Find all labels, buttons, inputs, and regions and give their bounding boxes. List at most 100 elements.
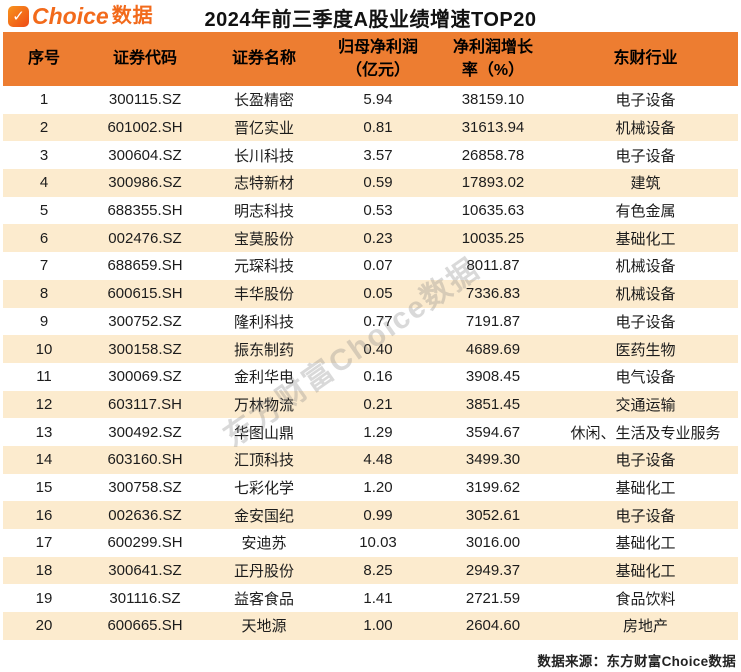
industry-cell: 交通运输: [615, 396, 676, 414]
name-cell: 金利华电: [233, 369, 294, 387]
header-cell-code: 证券代码: [85, 32, 205, 86]
industry-cell: 休闲、生活及专业服务: [570, 424, 721, 442]
name-cell: 七彩化学: [233, 479, 294, 497]
table-header: 序号 证券代码 证券名称 归母净利润 （亿元） 净利润增长 率（%） 东财行业: [3, 32, 738, 86]
table-row: 5 688355.SH 明志科技 0.53 10635.63 有色金属: [3, 196, 738, 225]
profit-cell: 1.41: [363, 589, 393, 607]
industry-cell: 电子设备: [615, 452, 676, 470]
code-cell: 002636.SZ: [108, 506, 182, 524]
table-row: 12 603117.SH 万林物流 0.21 3851.45 交通运输: [3, 390, 738, 419]
header-cell-name: 证券名称: [205, 32, 323, 86]
table-row: 7 688659.SH 元琛科技 0.07 8011.87 机械设备: [3, 252, 738, 280]
profit-cell: 0.53: [363, 202, 393, 220]
industry-cell: 医药生物: [615, 341, 676, 359]
name-cell: 金安国纪: [233, 507, 294, 525]
name-cell: 益客食品: [233, 590, 294, 608]
code-cell: 601002.SH: [107, 119, 183, 137]
industry-cell: 基础化工: [615, 230, 676, 248]
check-icon: ✓: [8, 5, 29, 27]
rank-cell: 19: [35, 589, 53, 607]
page-title: 2024年前三季度A股业绩增速TOP20: [204, 9, 537, 31]
growth-cell: 2949.37: [465, 562, 521, 580]
rank-cell: 12: [35, 395, 53, 413]
table-body: 1 300115.SZ 长盈精密 5.94 38159.10 电子设备 2 60…: [3, 86, 738, 640]
table-row: 11 300069.SZ 金利华电 0.16 3908.45 电气设备: [3, 362, 738, 391]
name-cell: 晋亿实业: [233, 120, 294, 138]
code-cell: 600299.SH: [107, 534, 183, 552]
code-cell: 300158.SZ: [108, 340, 182, 358]
code-cell: 300752.SZ: [108, 312, 182, 330]
table-row: 3 300604.SZ 长川科技 3.57 26858.78 电子设备: [3, 141, 738, 170]
profit-cell: 0.59: [363, 174, 393, 192]
growth-cell: 17893.02: [461, 174, 525, 192]
name-cell: 明志科技: [233, 203, 294, 221]
table-row: 20 600665.SH 天地源 1.00 2604.60 房地产: [3, 612, 738, 640]
table-row: 13 300492.SZ 华图山鼎 1.29 3594.67 休闲、生活及专业服…: [3, 418, 738, 446]
table-row: 6 002476.SZ 宝莫股份 0.23 10035.25 基础化工: [3, 224, 738, 253]
table-row: 1 300115.SZ 长盈精密 5.94 38159.10 电子设备: [3, 86, 738, 114]
name-cell: 长川科技: [233, 147, 294, 165]
name-cell: 宝莫股份: [233, 230, 294, 248]
industry-cell: 基础化工: [615, 563, 676, 581]
industry-cell: 电子设备: [615, 507, 676, 525]
profit-cell: 3.57: [363, 146, 393, 164]
code-cell: 603117.SH: [108, 395, 182, 413]
code-cell: 603160.SH: [107, 451, 183, 469]
code-cell: 002476.SZ: [108, 229, 182, 247]
name-cell: 丰华股份: [233, 286, 294, 304]
rank-cell: 13: [35, 423, 53, 441]
table-row: 16 002636.SZ 金安国纪 0.99 3052.61 电子设备: [3, 501, 738, 529]
table-row: 17 600299.SH 安迪苏 10.03 3016.00 基础化工: [3, 529, 738, 557]
growth-cell: 3016.00: [465, 534, 521, 552]
rank-cell: 5: [39, 202, 49, 220]
profit-cell: 0.16: [363, 368, 393, 386]
header-cell-industry: 东财行业: [553, 32, 738, 86]
growth-cell: 31613.94: [461, 119, 525, 137]
industry-cell: 机械设备: [615, 120, 676, 138]
profit-cell: 10.03: [359, 534, 397, 552]
rank-cell: 10: [35, 340, 53, 358]
table-row: 15 300758.SZ 七彩化学 1.20 3199.62 基础化工: [3, 473, 738, 502]
header-cell-rank: 序号: [3, 32, 85, 86]
code-cell: 300641.SZ: [108, 562, 182, 580]
code-cell: 300069.SZ: [108, 368, 182, 386]
growth-cell: 3594.67: [465, 423, 521, 441]
growth-cell: 7336.83: [465, 285, 521, 303]
growth-cell: 38159.10: [461, 91, 525, 109]
industry-cell: 房地产: [622, 618, 668, 636]
rank-cell: 1: [39, 91, 49, 109]
table-row: 9 300752.SZ 隆利科技 0.77 7191.87 电子设备: [3, 307, 738, 336]
code-cell: 300604.SZ: [108, 146, 182, 164]
growth-cell: 7191.87: [465, 312, 521, 330]
profit-cell: 0.21: [363, 395, 393, 413]
industry-cell: 机械设备: [615, 286, 676, 304]
growth-cell: 10035.25: [461, 229, 525, 247]
growth-cell: 10635.63: [461, 202, 525, 220]
industry-cell: 基础化工: [615, 479, 676, 497]
industry-cell: 建筑: [630, 175, 661, 193]
rank-cell: 18: [35, 562, 53, 580]
rank-cell: 2: [39, 119, 49, 137]
code-cell: 600665.SH: [107, 617, 183, 635]
code-cell: 600615.SH: [107, 285, 183, 303]
industry-cell: 电子设备: [615, 92, 676, 110]
growth-cell: 3908.45: [465, 368, 521, 386]
code-cell: 688355.SH: [107, 202, 183, 220]
rank-cell: 9: [39, 312, 49, 330]
table-row: 4 300986.SZ 志特新材 0.59 17893.02 建筑: [3, 169, 738, 197]
table-row: 10 300158.SZ 振东制药 0.40 4689.69 医药生物: [3, 335, 738, 363]
table-row: 14 603160.SH 汇顶科技 4.48 3499.30 电子设备: [3, 445, 738, 474]
growth-cell: 3499.30: [465, 451, 521, 469]
growth-cell: 4689.69: [465, 340, 521, 358]
code-cell: 300115.SZ: [108, 91, 182, 109]
profit-cell: 1.00: [363, 617, 393, 635]
profit-cell: 4.48: [363, 451, 393, 469]
rank-cell: 16: [35, 506, 53, 524]
rank-cell: 7: [39, 257, 49, 275]
growth-cell: 3199.62: [465, 478, 521, 496]
code-cell: 300986.SZ: [108, 174, 182, 192]
header-cell-profit: 归母净利润 （亿元）: [323, 32, 433, 86]
header-row: 序号 证券代码 证券名称 归母净利润 （亿元） 净利润增长 率（%） 东财行业: [3, 32, 738, 86]
name-cell: 万林物流: [233, 396, 294, 414]
growth-cell: 3052.61: [465, 506, 521, 524]
